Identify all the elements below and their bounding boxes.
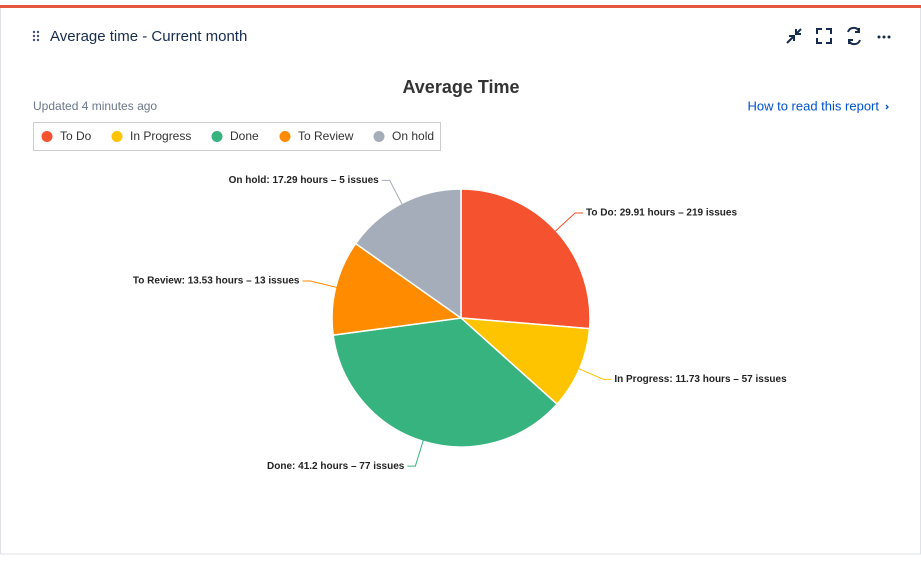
legend-swatch — [41, 131, 53, 142]
data-label: In Progress: 11.73 hours – 57 issues — [614, 374, 787, 385]
data-label: Done: 41.2 hours – 77 issues — [267, 461, 405, 472]
top-border — [0, 5, 921, 8]
legend-swatch — [211, 131, 223, 142]
legend-swatch — [373, 131, 385, 142]
gadget-title: Average time - Current month — [50, 28, 247, 45]
legend-label: In Progress — [130, 129, 191, 143]
leader-line — [407, 437, 425, 467]
data-label: To Review: 13.53 hours – 13 issues — [133, 276, 300, 287]
fullscreen-icon[interactable] — [816, 28, 832, 44]
legend-box — [33, 122, 441, 151]
more-icon[interactable] — [877, 35, 891, 39]
leader-line — [302, 280, 340, 289]
help-link[interactable]: How to read this report — [747, 98, 879, 113]
data-label: On hold: 17.29 hours – 5 issues — [229, 175, 379, 186]
legend-label: On hold — [392, 129, 434, 143]
legend-label: Done — [230, 129, 259, 143]
legend-swatch — [111, 131, 123, 142]
legend-swatch — [279, 131, 291, 142]
minimize-icon[interactable] — [786, 28, 802, 44]
leader-line — [552, 212, 584, 234]
refresh-icon[interactable] — [847, 26, 861, 46]
data-label: To Do: 29.91 hours – 219 issues — [586, 208, 737, 219]
leader-line — [575, 367, 612, 380]
link-chevron[interactable] — [885, 104, 889, 110]
legend-label: To Review — [298, 129, 354, 143]
leader-line — [381, 179, 404, 208]
chart-title: Average Time — [402, 77, 519, 97]
legend-label: To Do — [60, 129, 92, 143]
drag-handle[interactable] — [32, 30, 40, 42]
updated-text: Updated 4 minutes ago — [33, 99, 157, 113]
